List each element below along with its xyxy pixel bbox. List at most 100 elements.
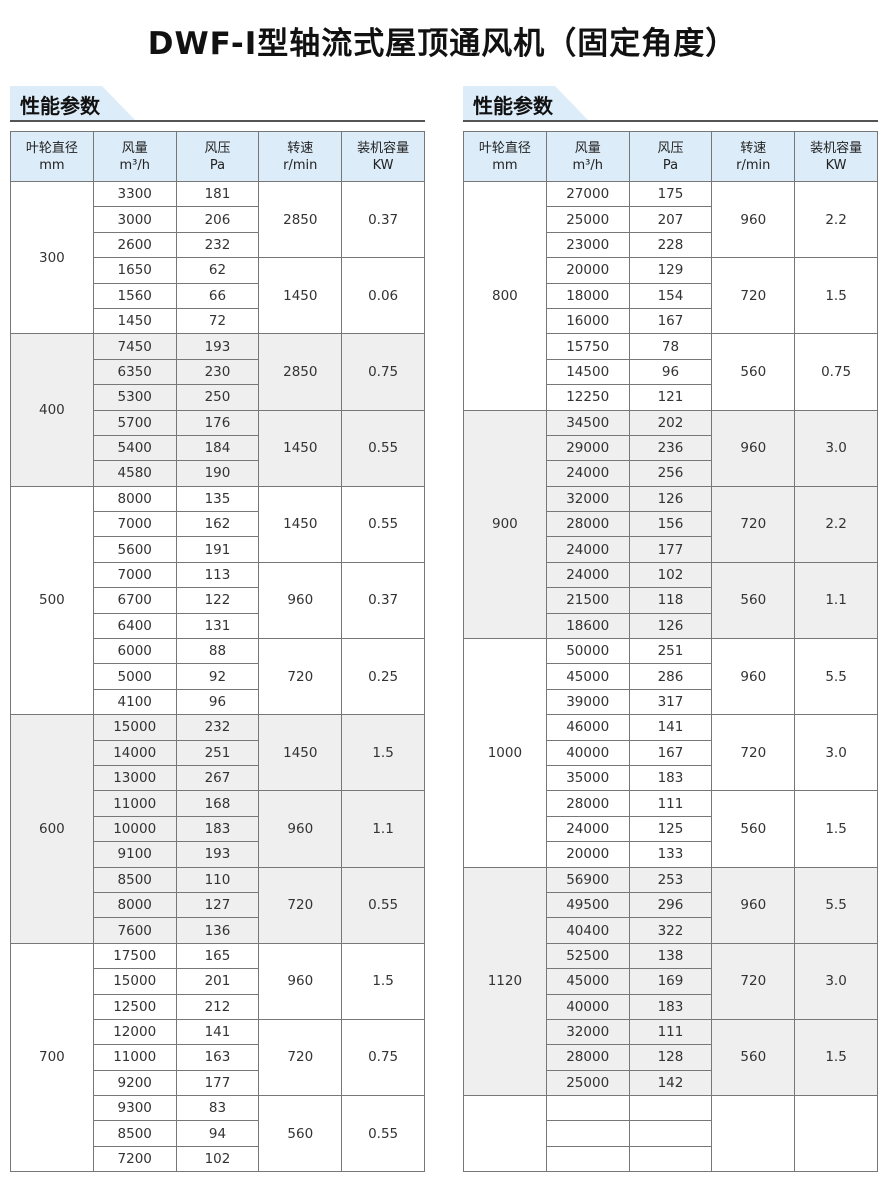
header-unit: KW [372,157,394,173]
airflow-cell: 50000 [545,638,630,665]
right-panel: 性能参数 叶轮直径 mm 风量 m³/h 风压 Pa 转速 r/min 装机容量 KW 800 27… [463,86,878,1173]
speed-cell: 720 [258,866,343,944]
airflow-cell: 6350 [92,358,177,386]
airflow-cell: 23000 [545,231,630,259]
table-row: 49500 296 [464,891,878,919]
pressure-cell: 206 [175,206,260,233]
table-row: 40400 322 [464,917,878,944]
pressure-cell: 296 [628,891,713,919]
header-unit: mm [39,157,65,173]
speed-cell: 2850 [258,333,343,411]
table-row [463,1095,878,1173]
pressure-cell: 267 [175,764,260,792]
airflow-cell: 9300 [92,1095,177,1122]
performance-table-left: 叶轮直径 mm 风量 m³/h 风压 Pa 转速 r/min 装机容量 KW 300 3300 181… [10,131,425,1173]
header-label: 装机容量 [810,140,863,156]
pressure-cell: 131 [175,612,260,640]
header-diameter: 叶轮直径 mm [463,131,547,182]
pressure-cell: 162 [175,511,260,538]
table-row: 12000 141 720 0.75 [11,1018,425,1097]
table-row: 20000 133 [464,841,878,868]
table-row: 8500 94 [11,1120,425,1147]
header-pressure: 风压 Pa [628,131,713,182]
power-cell: 0.55 [341,866,425,944]
table-row: 700 17500 165 960 1.5 [10,942,425,1173]
pressure-cell [628,1095,713,1122]
airflow-cell: 7450 [92,333,177,360]
power-cell: 2.2 [794,485,878,563]
airflow-cell: 7000 [92,511,177,538]
table-row: 10000 183 [11,815,425,843]
table-row: 4100 96 [11,688,425,716]
table-row: 15750 78 560 0.75 [464,333,878,411]
header-row: 叶轮直径 mm 风量 m³/h 风压 Pa 转速 r/min 装机容量 KW [10,131,425,182]
power-cell: 1.1 [341,790,425,868]
airflow-cell: 18000 [545,282,630,309]
pressure-cell: 193 [175,333,260,360]
section-label: 性能参数 [20,94,100,118]
airflow-cell: 15000 [92,714,177,741]
header-label: 叶轮直径 [25,140,78,156]
table-row: 1560 66 [11,282,425,309]
pressure-cell: 253 [628,866,713,893]
speed-cell: 720 [711,257,796,335]
airflow-cell: 40000 [545,739,630,766]
pressure-cell: 183 [628,764,713,792]
airflow-cell: 6400 [92,612,177,640]
header-airflow: 风量 m³/h [545,131,630,182]
airflow-cell: 9200 [92,1069,177,1097]
power-cell: 0.55 [341,409,425,487]
table-row: 9100 193 [11,841,425,868]
speed-cell [711,1095,796,1173]
airflow-cell: 12000 [92,1018,177,1046]
table-row: 24000 102 560 1.1 [464,561,878,640]
pressure-cell: 322 [628,917,713,944]
diameter-cell [463,1095,547,1173]
speed-cell: 560 [711,790,796,868]
airflow-cell: 28000 [545,790,630,817]
airflow-cell: 46000 [545,714,630,741]
power-cell: 3.0 [794,942,878,1020]
table-row: 8500 110 720 0.55 [11,866,425,944]
pressure-cell: 118 [628,587,713,614]
pressure-cell: 156 [628,511,713,538]
speed-cell: 960 [711,409,796,487]
pressure-cell: 94 [175,1120,260,1147]
airflow-cell: 8000 [92,485,177,513]
pressure-cell: 92 [175,663,260,690]
table-row: 500 8000 135 1450 0.55 [10,485,425,716]
header-label: 装机容量 [357,140,410,156]
header-label: 转速 [740,140,767,156]
airflow-cell: 49500 [545,891,630,919]
power-cell: 0.55 [341,1095,425,1173]
table-row [464,1145,878,1173]
table-row: 11000 168 960 1.1 [11,790,425,868]
airflow-cell [545,1095,630,1122]
table-row: 14000 251 [11,739,425,766]
airflow-cell: 52500 [545,942,630,970]
airflow-cell: 6700 [92,587,177,614]
airflow-cell: 29000 [545,434,630,462]
airflow-cell: 45000 [545,663,630,690]
diameter-cell: 900 [463,409,547,640]
airflow-cell: 13000 [92,764,177,792]
airflow-cell: 20000 [545,257,630,284]
table-row: 300 3300 181 2850 0.37 [10,180,425,335]
header-pressure: 风压 Pa [175,131,260,182]
power-cell: 0.75 [341,1018,425,1097]
left-panel: 性能参数 叶轮直径 mm 风量 m³/h 风压 Pa 转速 r/min 装机容量 KW 300 33… [10,86,425,1173]
pressure-cell: 181 [175,180,260,208]
header-unit: r/min [283,157,318,173]
power-cell: 0.55 [341,485,425,563]
airflow-cell: 24000 [545,561,630,589]
airflow-cell: 6000 [92,638,177,665]
performance-table-right: 叶轮直径 mm 风量 m³/h 风压 Pa 转速 r/min 装机容量 KW 800 27000 17… [463,131,878,1173]
speed-cell: 960 [258,561,343,640]
header-power: 装机容量 KW [341,131,425,182]
pressure-cell: 191 [175,536,260,563]
power-cell: 1.5 [794,790,878,868]
airflow-cell: 24000 [545,536,630,563]
airflow-cell: 9100 [92,841,177,868]
table-row: 25000 142 [464,1069,878,1097]
power-cell: 0.25 [341,638,425,716]
